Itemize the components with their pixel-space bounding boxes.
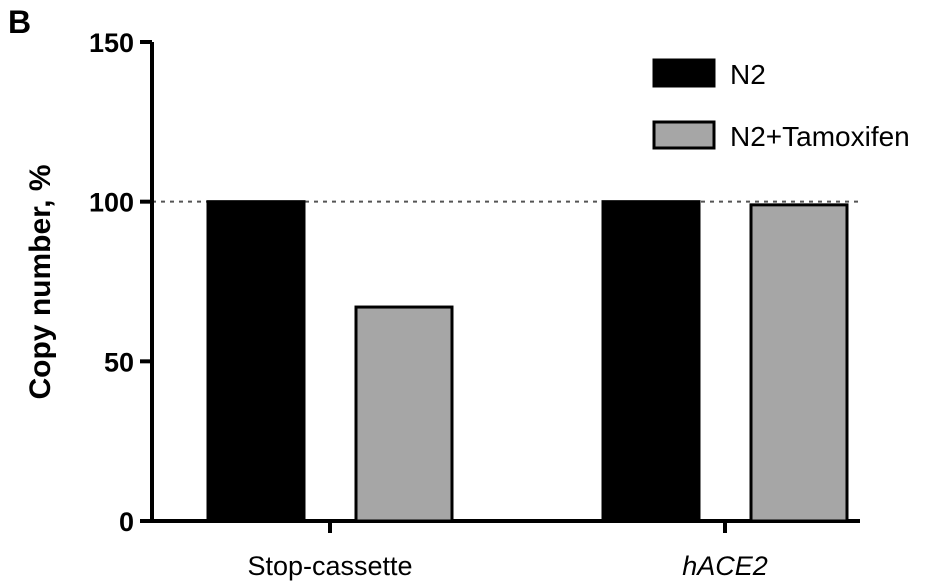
bar-n2-stop-cassette bbox=[206, 200, 306, 523]
bar-n2-tamoxifen-stop-cassette bbox=[354, 305, 454, 523]
y-tick-label: 50 bbox=[104, 347, 134, 377]
legend: N2 N2+Tamoxifen bbox=[652, 58, 910, 152]
y-tick-label: 100 bbox=[89, 188, 134, 218]
legend-swatch bbox=[652, 58, 716, 88]
bars bbox=[206, 200, 849, 523]
legend-label: N2 bbox=[730, 59, 766, 90]
bar-n2-tamoxifen-hace2 bbox=[749, 203, 849, 523]
bar-n2-hace2 bbox=[601, 200, 701, 523]
panel-label: B bbox=[8, 4, 32, 40]
x-tick-label: hACE2 bbox=[682, 551, 768, 581]
x-tick-label: Stop-cassette bbox=[247, 551, 412, 581]
y-axis-label: Copy number, % bbox=[24, 164, 57, 399]
y-tick-label: 150 bbox=[89, 28, 134, 58]
legend-label: N2+Tamoxifen bbox=[730, 121, 910, 152]
axes: 0 50 100 150 Stop-cassette hACE2 bbox=[89, 28, 860, 581]
legend-swatch bbox=[652, 120, 716, 150]
y-tick-label: 0 bbox=[119, 507, 134, 537]
